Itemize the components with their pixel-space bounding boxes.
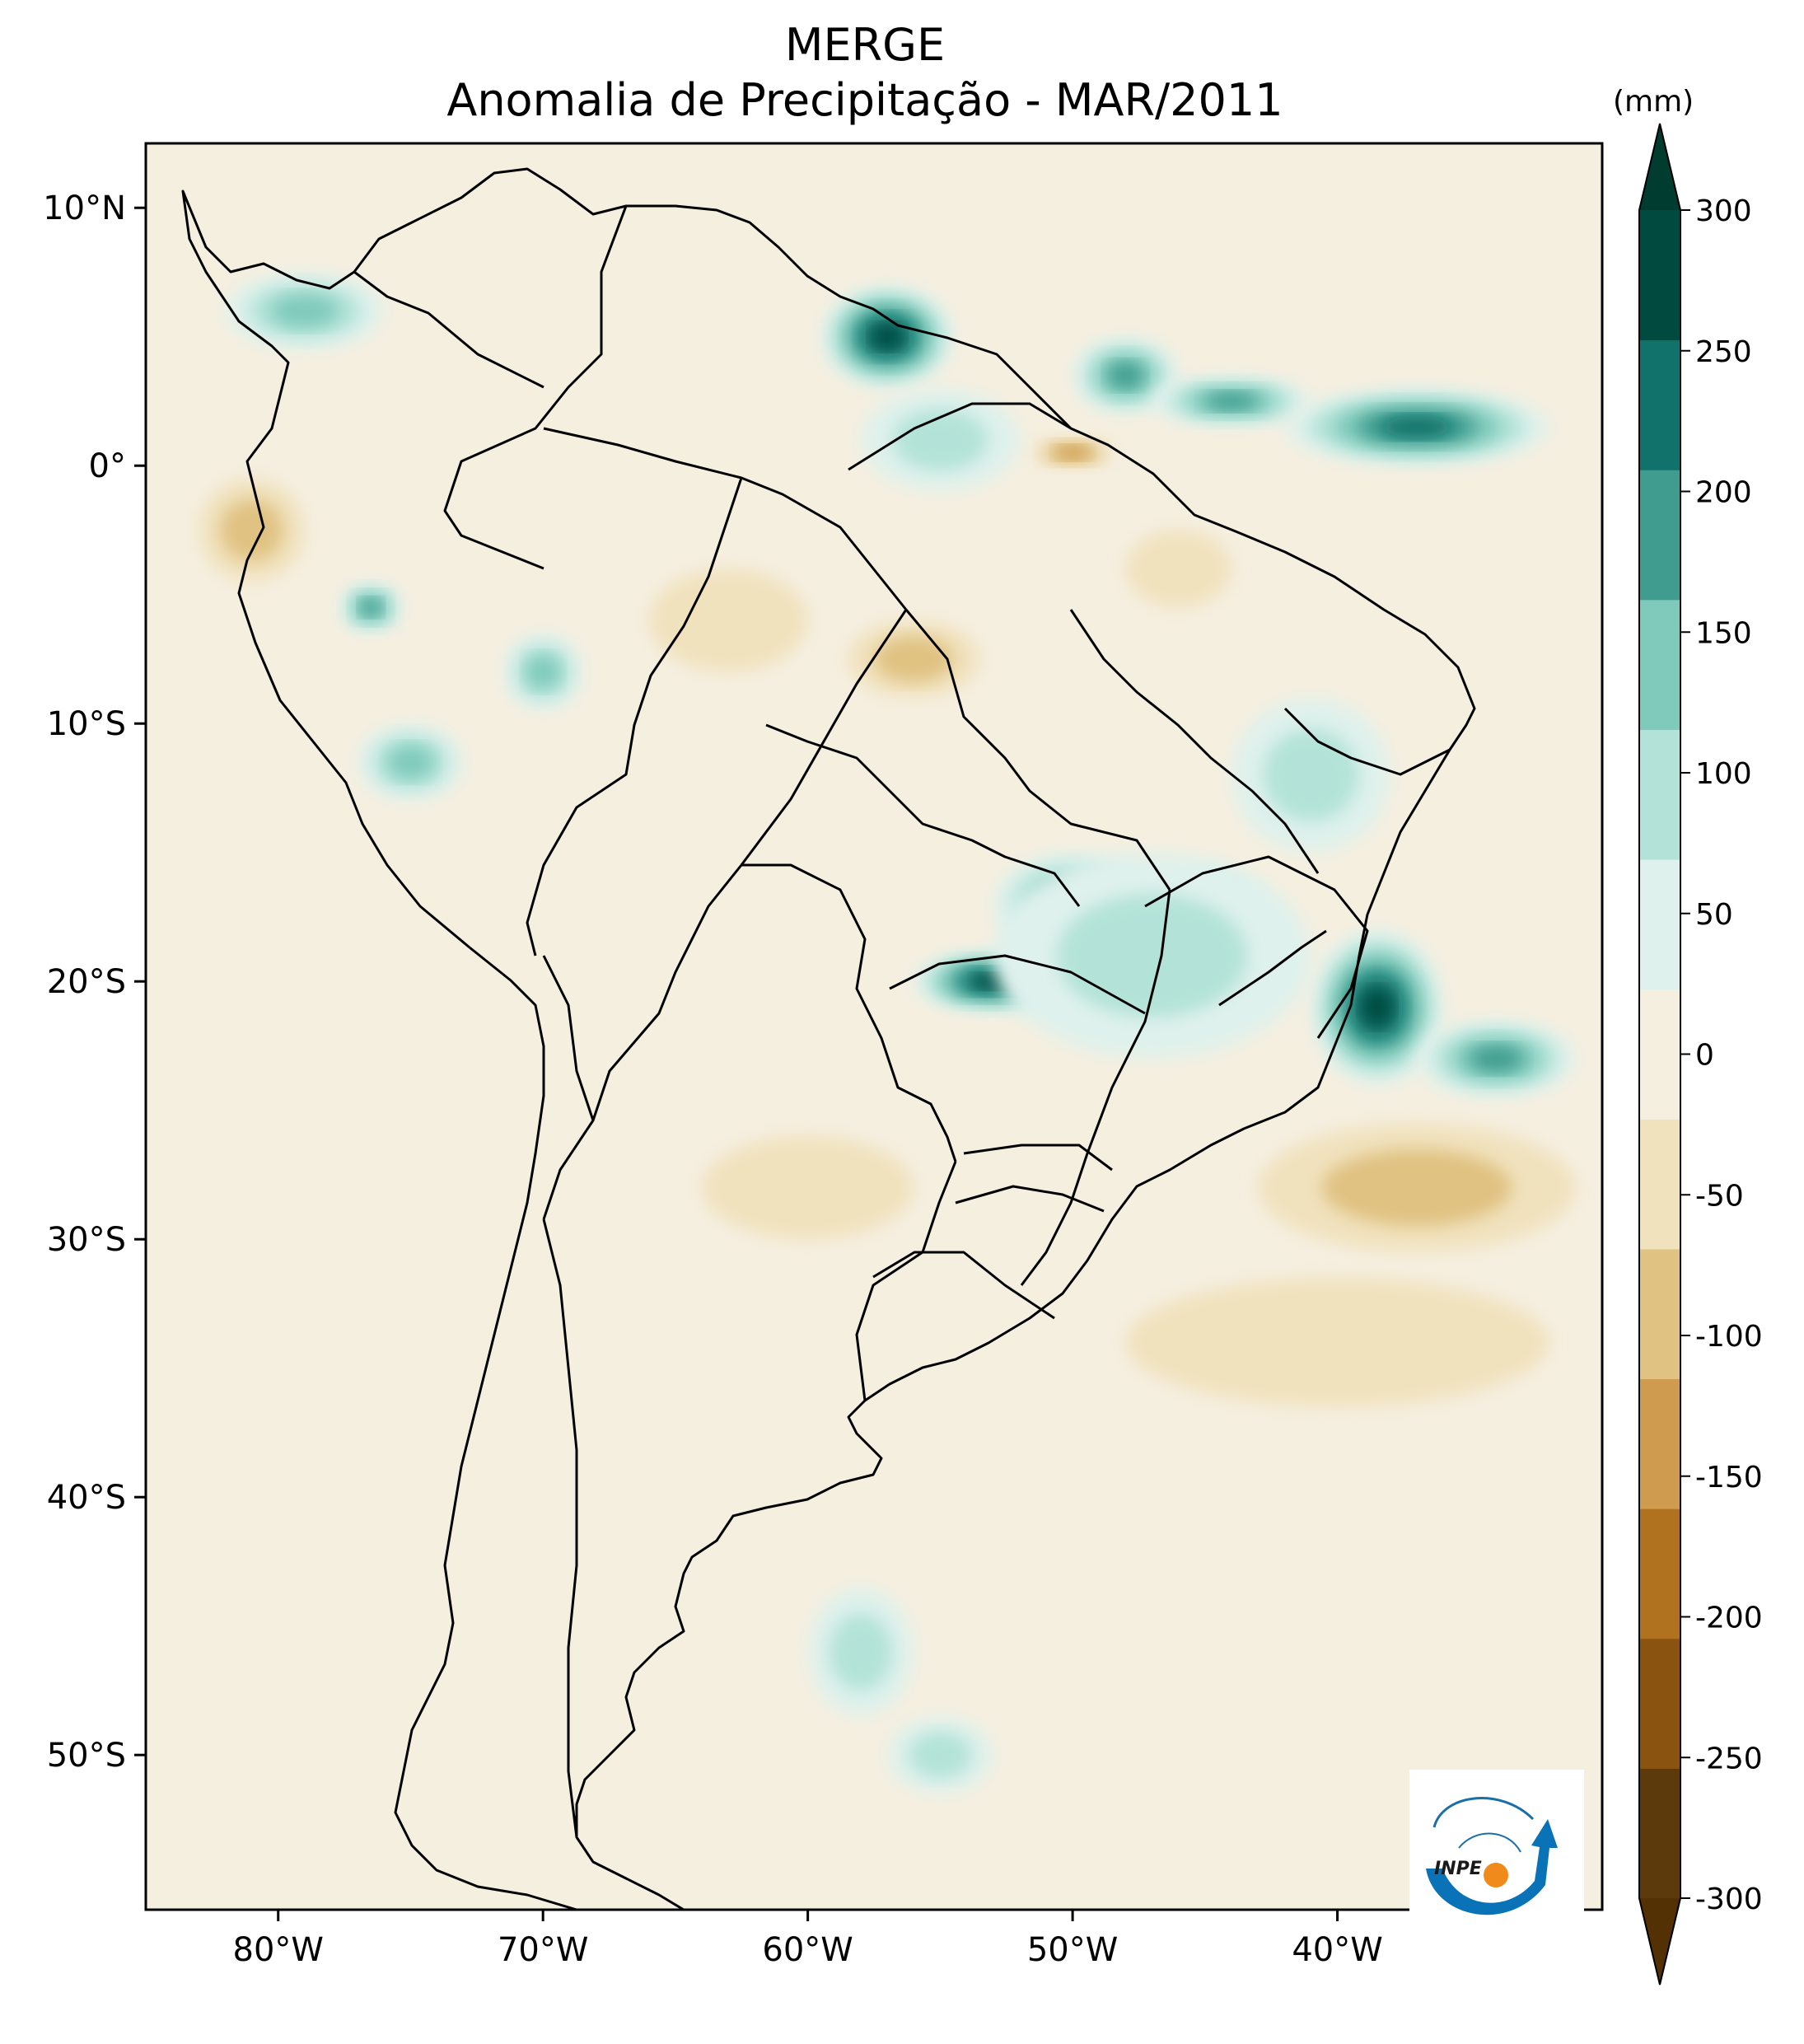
coastline-and-borders: [181, 167, 1476, 1910]
colorbar-tick-label: 200: [1695, 476, 1752, 510]
border-line: [741, 863, 957, 1162]
logo-text: INPE: [1434, 1859, 1482, 1879]
colorbar-tick-label: -150: [1695, 1461, 1763, 1494]
anomaly-region: [1362, 989, 1393, 1026]
colorbar-segment: [1639, 1248, 1680, 1380]
colorbar-under-arrow: [1639, 1898, 1680, 1985]
border-line: [889, 954, 1146, 1015]
colorbar-segment: [1639, 339, 1680, 470]
colorbar-segment: [1639, 470, 1680, 601]
lon-tick-label: 70°W: [498, 1931, 588, 1969]
lon-tick-label: 50°W: [1027, 1931, 1118, 1969]
anomaly-region: [1125, 530, 1231, 608]
lat-tick-label: 40°S: [47, 1479, 126, 1517]
colorbar-tick-label: -300: [1695, 1883, 1763, 1916]
colorbar-segment: [1639, 1768, 1680, 1899]
map-frame: [144, 142, 1604, 1911]
border-line: [443, 205, 628, 570]
colorbar-segment: [1639, 729, 1680, 860]
latitude-axis: 10°N 0° 10°S 20°S 30°S 40°S 50°S: [43, 189, 146, 1775]
border-line: [1283, 707, 1451, 776]
colorbar-segment: [1639, 1508, 1680, 1639]
border-line: [542, 609, 908, 1220]
colorbar-segment: [1639, 989, 1680, 1120]
anomaly-region: [387, 746, 434, 779]
border-line: [765, 723, 1081, 907]
colorbar-over-arrow: [1639, 124, 1680, 210]
border-line: [526, 477, 743, 957]
anomaly-region: [872, 325, 903, 349]
lon-tick-label: 80°W: [233, 1931, 324, 1969]
anomaly-field: [199, 272, 1576, 1794]
colorbar-tick-label: 250: [1695, 335, 1752, 369]
colorbar-segment: [1639, 210, 1680, 341]
border-line: [904, 609, 1171, 891]
map-subtitle: Anomalia de Precipitação - MAR/2011: [446, 74, 1283, 126]
inpe-logo: INPE: [1409, 1770, 1584, 1941]
border-line: [1069, 609, 1320, 874]
anomaly-region: [892, 409, 988, 471]
colorbar-tick-label: -50: [1695, 1179, 1744, 1213]
anomaly-region: [526, 655, 560, 689]
lon-tick-label: 60°W: [762, 1931, 853, 1969]
colorbar-tick-label: -100: [1695, 1320, 1763, 1354]
south-america-coastline: [181, 167, 1476, 1910]
anomaly-region: [829, 1613, 893, 1691]
anomaly-region: [648, 568, 808, 672]
anomaly-region: [1125, 1278, 1549, 1407]
anomaly-region: [220, 498, 284, 562]
lat-tick-label: 30°S: [47, 1221, 126, 1259]
colorbar-tick-label: 300: [1695, 194, 1752, 228]
colorbar-segment: [1639, 859, 1680, 990]
lat-tick-label: 0°: [89, 447, 126, 485]
map-title: MERGE: [784, 19, 946, 71]
colorbar-tick-label: 150: [1695, 616, 1752, 650]
anomaly-region: [1470, 1045, 1523, 1072]
anomaly-region: [1056, 893, 1248, 1018]
anomaly-region: [270, 294, 339, 328]
anomaly-region: [360, 598, 382, 616]
colorbar-tick-label: -250: [1695, 1742, 1763, 1775]
lat-tick-label: 10°N: [43, 189, 126, 227]
border-line: [848, 402, 1072, 471]
border-line: [872, 1251, 1055, 1320]
border-line: [543, 427, 908, 610]
anomaly-region: [874, 635, 954, 683]
inpe-emblem-icon: [1426, 1797, 1558, 1915]
anomaly-region: [1204, 392, 1259, 410]
border-line: [542, 955, 595, 1121]
anomaly-region: [1321, 1148, 1512, 1227]
anomaly-region: [1107, 362, 1143, 389]
border-line: [855, 1161, 957, 1401]
border-line: [963, 1144, 1113, 1172]
colorbar-segment: [1639, 1638, 1680, 1769]
colorbar-tick-label: 50: [1695, 898, 1733, 932]
border-line: [542, 1218, 578, 1838]
colorbar-segment: [1639, 599, 1680, 730]
lat-tick-label: 10°S: [47, 705, 126, 743]
colorbar-unit-label: (mm): [1613, 85, 1694, 119]
lat-tick-label: 50°S: [47, 1737, 126, 1775]
border-line: [353, 270, 544, 389]
border-line: [955, 1185, 1105, 1213]
anomaly-region: [1055, 446, 1090, 460]
anomaly-region: [1381, 416, 1453, 438]
anomaly-region: [1263, 728, 1359, 822]
anomaly-region: [908, 1732, 972, 1779]
colorbar-tick-label: 0: [1695, 1039, 1714, 1073]
anomaly-region: [702, 1136, 914, 1240]
colorbar-tick-label: -200: [1695, 1602, 1763, 1635]
colorbar-segment: [1639, 1378, 1680, 1509]
colorbar-tick-label: 100: [1695, 757, 1752, 791]
border-line: [1020, 889, 1171, 1286]
colorbar: -300 -250 -200 -150 -100 -50 0 50 100 150 200 250 30…: [1638, 123, 1763, 1986]
border-line: [1144, 855, 1369, 1039]
colorbar-segment: [1639, 1119, 1680, 1250]
longitude-axis: 80°W 70°W 60°W 50°W 40°W: [233, 1910, 1383, 1969]
lat-tick-label: 20°S: [47, 963, 126, 1001]
lon-tick-label: 40°W: [1292, 1931, 1382, 1969]
border-line: [1218, 929, 1327, 1007]
